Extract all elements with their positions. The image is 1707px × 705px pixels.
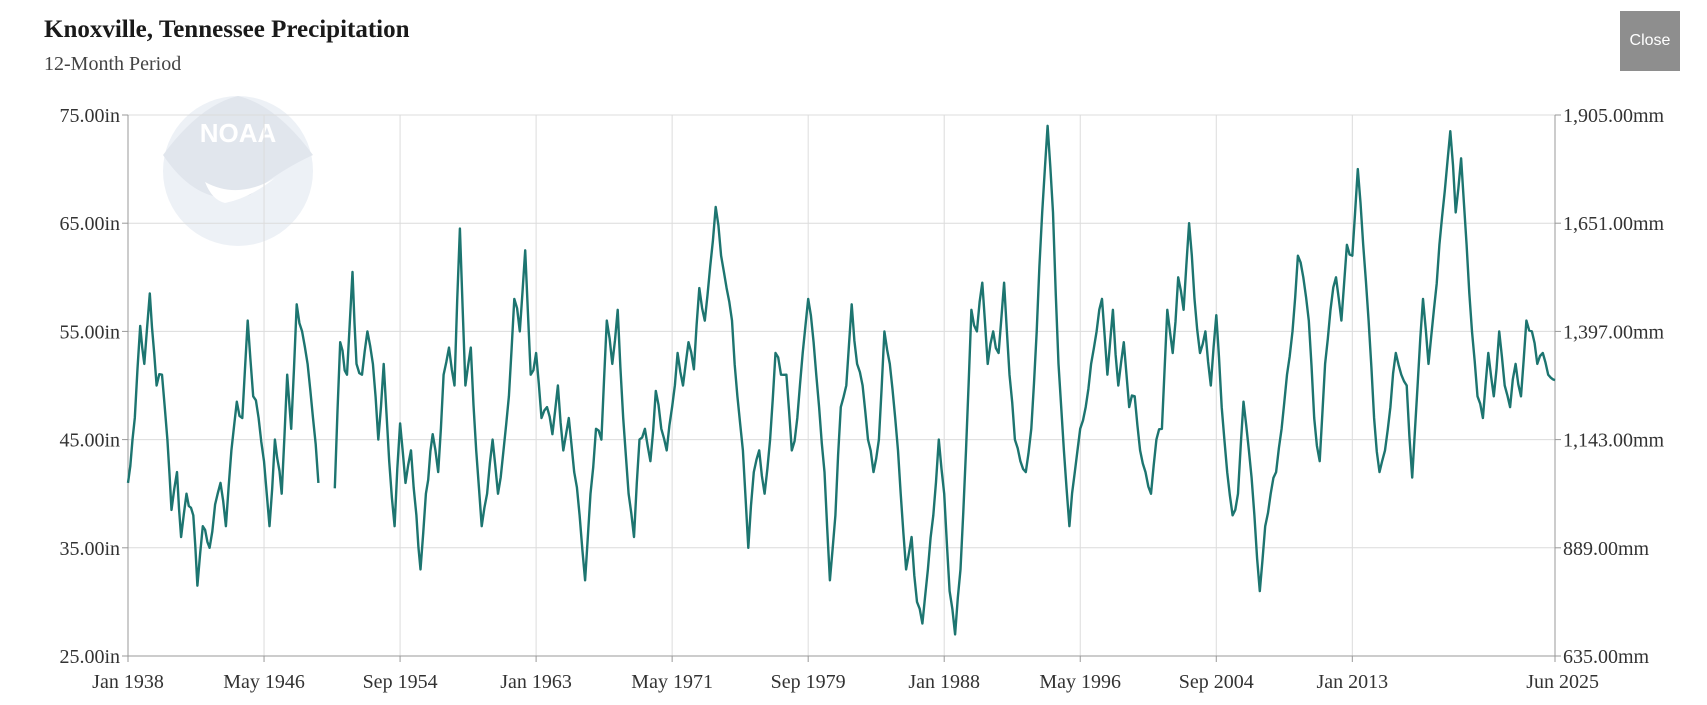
x-tick-label: Jan 2013 bbox=[1316, 671, 1388, 693]
noaa-logo-icon: NOAA bbox=[163, 96, 313, 246]
x-tick-label: Sep 1954 bbox=[363, 671, 438, 693]
y-tick-label-right: 1,651.00mm bbox=[1563, 213, 1665, 235]
x-tick-label: May 1946 bbox=[223, 671, 305, 693]
x-tick-label: May 1996 bbox=[1039, 671, 1121, 693]
y-tick-label-right: 635.00mm bbox=[1563, 646, 1650, 668]
x-tick-label: Jan 1988 bbox=[908, 671, 980, 693]
x-tick-label: May 1971 bbox=[631, 671, 713, 693]
y-tick-label-left: 65.00in bbox=[59, 213, 120, 235]
close-button[interactable]: Close bbox=[1620, 11, 1680, 71]
x-tick-label: Sep 2004 bbox=[1179, 671, 1254, 693]
chart-subtitle: 12-Month Period bbox=[44, 53, 182, 75]
precipitation-series-line bbox=[333, 124, 1556, 636]
chart-title: Knoxville, Tennessee Precipitation bbox=[44, 16, 410, 43]
y-tick-label-right: 1,397.00mm bbox=[1563, 321, 1665, 343]
y-tick-label-left: 35.00in bbox=[59, 538, 120, 560]
x-tick-label: Jan 1963 bbox=[500, 671, 572, 693]
x-tick-label: Jun 2025 bbox=[1526, 671, 1599, 693]
y-tick-label-left: 55.00in bbox=[59, 321, 120, 343]
x-tick-label: Sep 1979 bbox=[771, 671, 846, 693]
svg-text:NOAA: NOAA bbox=[200, 118, 277, 148]
y-tick-label-right: 1,143.00mm bbox=[1563, 430, 1665, 452]
y-tick-label-left: 75.00in bbox=[59, 105, 120, 127]
y-tick-label-right: 889.00mm bbox=[1563, 538, 1650, 560]
y-tick-label-right: 1,905.00mm bbox=[1563, 105, 1665, 127]
y-tick-label-left: 45.00in bbox=[59, 430, 120, 452]
precipitation-series-line bbox=[126, 292, 320, 587]
x-tick-label: Jan 1938 bbox=[92, 671, 164, 693]
y-tick-label-left: 25.00in bbox=[59, 646, 120, 668]
